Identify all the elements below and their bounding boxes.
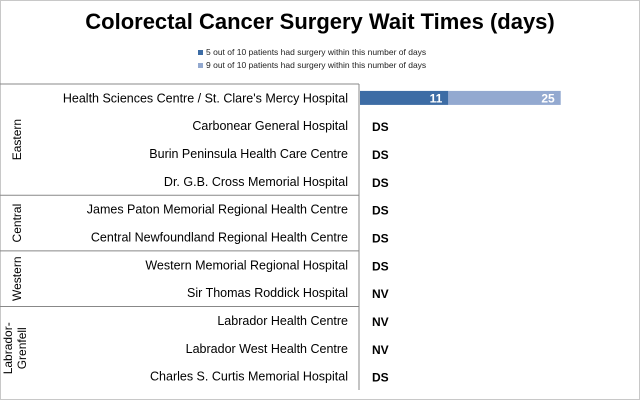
data-label-note: NV: [372, 315, 389, 329]
bar-p90: [448, 90, 561, 105]
group-label: Central: [10, 204, 24, 243]
category-tick-label: Central Newfoundland Regional Health Cen…: [91, 231, 348, 245]
group-label-line: Labrador-: [1, 322, 15, 374]
data-label-note: DS: [372, 148, 389, 162]
chart-title: Colorectal Cancer Surgery Wait Times (da…: [85, 9, 555, 34]
legend-item-p90: 9 out of 10 patients had surgery within …: [198, 59, 426, 72]
category-tick-label: Labrador Health Centre: [217, 314, 348, 328]
data-label-note: DS: [372, 120, 389, 134]
data-label-note: DS: [372, 176, 389, 190]
legend-swatch-p90: [198, 63, 203, 68]
data-label-note: DS: [372, 371, 389, 385]
category-tick-label: Dr. G.B. Cross Memorial Hospital: [164, 175, 348, 189]
legend-item-median: 5 out of 10 patients had surgery within …: [198, 46, 426, 59]
chart-legend: 5 out of 10 patients had surgery within …: [198, 46, 426, 72]
group-label: Labrador-Grenfell: [1, 322, 29, 374]
category-tick-label: Charles S. Curtis Memorial Hospital: [150, 370, 348, 384]
group-label-line: Central: [10, 204, 24, 243]
group-label-line: Grenfell: [15, 327, 29, 369]
category-tick-label: Sir Thomas Roddick Hospital: [187, 286, 348, 300]
data-label-note: DS: [372, 204, 389, 218]
category-tick-label: Carbonear General Hospital: [192, 119, 348, 133]
group-label-line: Western: [10, 257, 24, 301]
legend-label-p90: 9 out of 10 patients had surgery within …: [206, 60, 427, 70]
category-tick-label: Health Sciences Centre / St. Clare's Mer…: [63, 91, 348, 105]
data-label-note: DS: [372, 259, 389, 273]
legend-swatch-median: [198, 50, 203, 55]
group-label-line: Eastern: [10, 119, 24, 160]
bar-median: [360, 90, 449, 105]
data-label-note: NV: [372, 343, 389, 357]
legend-label-median: 5 out of 10 patients had surgery within …: [206, 47, 427, 57]
category-tick-label: Labrador West Health Centre: [186, 342, 348, 356]
group-label: Eastern: [10, 119, 24, 160]
group-label: Western: [10, 257, 24, 301]
data-label-note: NV: [372, 287, 389, 301]
category-tick-label: James Paton Memorial Regional Health Cen…: [87, 203, 348, 217]
data-label-p90: 25: [541, 91, 555, 105]
category-tick-label: Western Memorial Regional Hospital: [145, 258, 348, 272]
data-label-note: DS: [372, 232, 389, 246]
category-tick-label: Burin Peninsula Health Care Centre: [149, 147, 348, 161]
data-label-median: 11: [430, 91, 443, 105]
